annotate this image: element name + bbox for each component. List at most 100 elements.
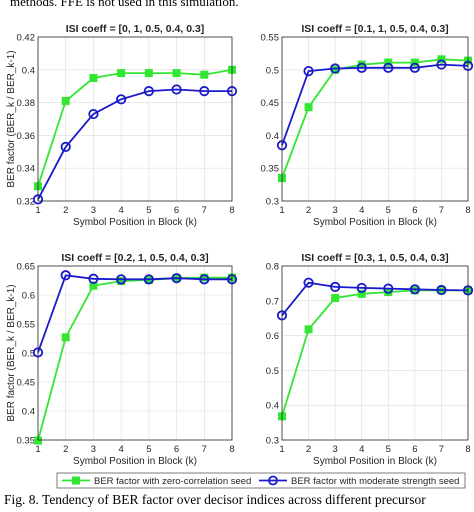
data-point-circle <box>303 277 314 288</box>
x-tick-label: 5 <box>386 444 391 455</box>
caption-top-fragment: methods. FFE is not used in this simulat… <box>10 0 239 9</box>
x-tick-label: 3 <box>332 205 337 216</box>
chart-panel-3: 1 2 3 4 5 6 7 8 0.35 0.4 0.45 0.5 0.55 0.6 0.65 ISI coe… <box>6 252 238 467</box>
data-point-circle <box>436 284 447 296</box>
x-tick-label: 7 <box>202 444 207 455</box>
chart-panel-1: 1 2 3 4 5 6 7 8 0.32 0.34 0.36 0.38 0.4 0.42 ISI coeff… <box>6 23 238 228</box>
data-point-circle <box>116 274 127 285</box>
y-tick-label: 0.5 <box>266 366 279 377</box>
x-tick-label: 7 <box>439 205 444 216</box>
data-point-square <box>172 69 181 78</box>
data-point-square <box>357 289 366 298</box>
y-tick-label: 0.32 <box>17 197 36 208</box>
y-tick-label: 0.45 <box>261 98 280 109</box>
data-point-square <box>304 103 313 112</box>
data-point-circle <box>303 66 314 77</box>
x-tick-label: 2 <box>306 444 311 455</box>
data-point-square <box>331 294 340 303</box>
y-tick-label: 0.7 <box>266 296 279 307</box>
chart-title: ISI coeff = [0.2, 1, 0.5, 0.4, 0.3] <box>61 252 208 264</box>
legend: BER factor with zero-correlation seed BE… <box>56 472 466 489</box>
legend-marker-circle <box>268 475 278 486</box>
x-tick-label: 4 <box>359 444 364 455</box>
series-line-zero-correlation <box>37 68 233 187</box>
data-point-circle <box>409 284 420 295</box>
y-tick-label: 0.4 <box>22 65 35 76</box>
y-tick-label: 0.3 <box>266 436 279 447</box>
legend-label-zero-correlation: BER factor with zero-correlation seed <box>94 476 251 487</box>
x-axis-label: Symbol Position in Block (k) <box>73 217 197 228</box>
x-tick-label: 4 <box>359 205 364 216</box>
chart-title: ISI coeff = [0.1, 1, 0.5, 0.4, 0.3] <box>301 23 448 35</box>
x-tick-label: 4 <box>118 444 123 455</box>
figure-caption: Fig. 8. Tendency of BER factor over deci… <box>4 492 426 507</box>
y-tick-label: 0.4 <box>22 407 35 418</box>
y-tick-label: 0.35 <box>261 164 280 175</box>
data-point-square <box>410 58 419 67</box>
data-point-circle <box>143 274 154 285</box>
x-axis-label: Symbol Position in Block (k) <box>313 456 437 467</box>
x-tick-label: 6 <box>174 205 179 216</box>
y-tick-label: 0.4 <box>266 131 279 142</box>
x-tick-label: 2 <box>63 444 68 455</box>
y-tick-label: 0.45 <box>17 378 36 389</box>
data-point-circle <box>116 94 127 105</box>
data-point-square <box>144 69 153 78</box>
x-tick-label: 1 <box>35 444 40 455</box>
x-tick-label: 4 <box>118 205 123 216</box>
data-point-circle <box>88 108 99 120</box>
x-tick-label: 2 <box>306 205 311 216</box>
data-point-circle <box>409 62 420 73</box>
y-tick-label: 0.3 <box>266 197 279 208</box>
x-tick-label: 7 <box>439 444 444 455</box>
y-tick-label: 0.42 <box>17 33 36 44</box>
chart-panel-4: 1 2 3 4 5 6 7 8 0.3 0.4 0.5 0.6 0.7 0.8 ISI coeff = [0… <box>266 252 474 467</box>
y-tick-label: 0.55 <box>17 320 36 331</box>
y-tick-label: 0.5 <box>22 349 35 360</box>
x-tick-label: 2 <box>63 205 68 216</box>
x-tick-label: 3 <box>332 444 337 455</box>
x-tick-label: 8 <box>229 205 234 216</box>
x-tick-label: 1 <box>35 205 40 216</box>
y-tick-label: 0.4 <box>266 401 279 412</box>
data-point-square <box>384 58 393 67</box>
chart-title: ISI coeff = [0.3, 1, 0.5, 0.4, 0.3] <box>301 252 448 264</box>
data-point-square <box>200 70 209 79</box>
x-axis-label: Symbol Position in Block (k) <box>73 456 197 467</box>
data-point-circle <box>60 270 71 281</box>
data-point-square <box>437 55 446 64</box>
plot-area <box>38 37 232 201</box>
x-tick-label: 7 <box>202 205 207 216</box>
x-tick-label: 3 <box>91 205 96 216</box>
x-tick-label: 5 <box>386 205 391 216</box>
legend-entry-zero-correlation: BER factor with zero-correlation seed <box>62 476 251 487</box>
x-tick-label: 6 <box>412 205 417 216</box>
y-tick-label: 0.5 <box>266 65 279 76</box>
axes-frame <box>37 265 233 441</box>
x-tick-label: 1 <box>279 444 284 455</box>
data-point-circle <box>143 86 154 97</box>
y-tick-label: 0.55 <box>261 33 280 44</box>
x-tick-label: 8 <box>465 444 470 455</box>
y-tick-label: 0.6 <box>266 331 279 342</box>
data-point-circle <box>199 274 210 285</box>
y-axis-label: BER factor (BER_k / BER_k-1) <box>6 50 17 187</box>
data-point-circle <box>383 283 394 294</box>
y-tick-label: 0.65 <box>17 262 36 273</box>
data-point-circle <box>330 63 341 74</box>
legend-label-moderate-strength: BER factor with moderate strength seed <box>291 476 459 487</box>
x-tick-label: 6 <box>412 444 417 455</box>
axes-frame <box>37 36 233 202</box>
y-tick-label: 0.8 <box>266 262 279 273</box>
y-tick-label: 0.38 <box>17 98 36 109</box>
chart-title: ISI coeff = [0, 1, 0.5, 0.4, 0.3] <box>66 23 205 35</box>
x-tick-label: 8 <box>229 444 234 455</box>
axes-frame <box>281 36 469 202</box>
data-point-square <box>61 96 70 105</box>
y-tick-label: 0.36 <box>17 131 36 142</box>
plot-area <box>282 266 468 440</box>
y-tick-label: 0.34 <box>17 164 36 175</box>
data-point-circle <box>436 59 447 70</box>
